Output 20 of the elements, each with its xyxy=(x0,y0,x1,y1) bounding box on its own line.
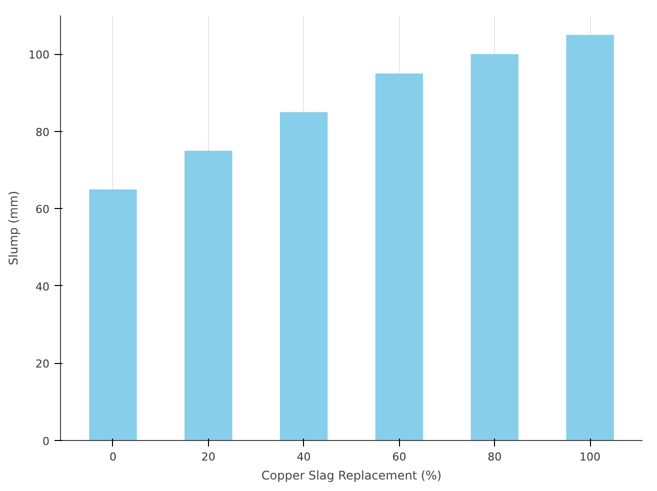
y-axis-title: Slump (mm) xyxy=(6,190,21,266)
x-tick-label: 100 xyxy=(580,450,601,464)
y-tick-label: 40 xyxy=(36,280,50,294)
x-tick-label: 40 xyxy=(296,450,311,464)
bar xyxy=(470,54,518,440)
x-tick-label: 20 xyxy=(201,450,216,464)
y-tick-label: 20 xyxy=(36,358,50,371)
y-tick-label: 0 xyxy=(42,435,50,448)
bar xyxy=(184,150,232,440)
bar xyxy=(375,73,424,440)
bar xyxy=(280,112,328,440)
y-tick-label: 100 xyxy=(28,48,50,62)
y-tick-label: 80 xyxy=(36,126,50,139)
bar xyxy=(89,189,137,440)
bar xyxy=(566,34,614,440)
x-tick-label: 0 xyxy=(109,450,116,464)
x-tick-label: 60 xyxy=(392,450,406,464)
x-axis-title: Copper Slag Replacement (%) xyxy=(261,468,442,482)
y-tick-label: 60 xyxy=(36,203,50,216)
x-tick-label: 80 xyxy=(488,450,502,464)
